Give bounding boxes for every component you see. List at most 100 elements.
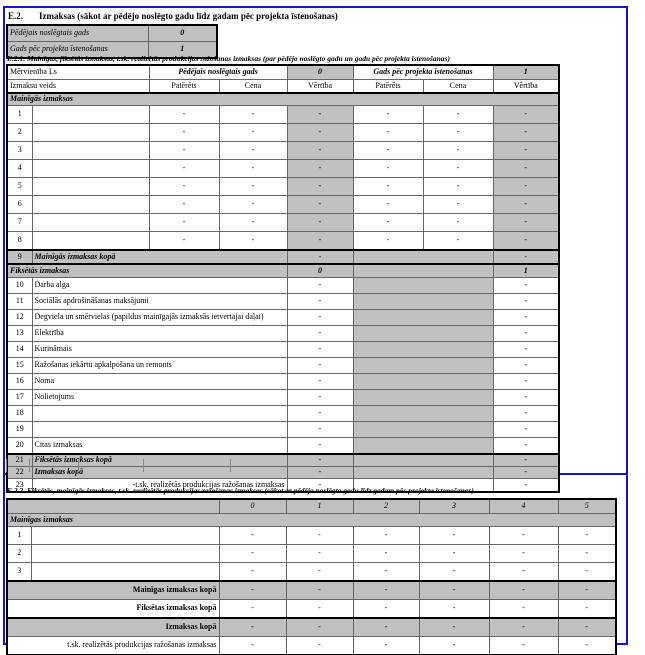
price-cell-y1[interactable]: -: [218, 159, 288, 178]
price-cell-y2[interactable]: -: [422, 177, 494, 196]
value-cell-y0[interactable]: -: [218, 544, 287, 563]
price-cell-y1[interactable]: -: [218, 177, 288, 196]
description-cell[interactable]: [31, 231, 150, 251]
value-cell-y2[interactable]: -: [492, 277, 560, 294]
description-cell[interactable]: Darba alga: [31, 277, 288, 294]
price-cell-y2[interactable]: -: [422, 213, 494, 232]
value-cell-y5[interactable]: -: [557, 544, 617, 563]
description-cell[interactable]: [31, 177, 150, 196]
value-cell-y1[interactable]: -: [286, 277, 354, 294]
value-cell-y2: -: [492, 453, 560, 467]
value-cell-y1[interactable]: -: [286, 373, 354, 390]
price-cell-y1[interactable]: -: [218, 195, 288, 214]
value-cell-y1[interactable]: -: [286, 437, 354, 455]
value-cell-y2[interactable]: -: [352, 544, 420, 563]
description-cell[interactable]: Ražošanas iekārtu apkalpošana un remonts: [31, 357, 288, 374]
value-cell-y2[interactable]: -: [492, 357, 560, 374]
consumed-cell-y2[interactable]: -: [352, 177, 424, 196]
description-cell[interactable]: [31, 141, 150, 160]
description-cell[interactable]: Kurināmais: [31, 341, 288, 358]
value-cell-y4[interactable]: -: [488, 526, 559, 545]
value-cell-y1[interactable]: -: [285, 526, 354, 545]
value-cell-y2[interactable]: -: [492, 421, 560, 438]
value-cell-y1[interactable]: -: [286, 293, 354, 310]
description-cell[interactable]: Degviela un smērvielas (papildus mainīga…: [31, 309, 288, 326]
description-cell[interactable]: [31, 213, 150, 232]
consumed-cell-y2[interactable]: -: [352, 213, 424, 232]
value-cell-y3[interactable]: -: [418, 526, 490, 545]
description-cell[interactable]: [31, 159, 150, 178]
consumed-cell-y1[interactable]: -: [148, 159, 220, 178]
description-cell[interactable]: [31, 421, 288, 438]
value-cell-y2[interactable]: -: [492, 325, 560, 342]
description-cell[interactable]: Noma: [31, 373, 288, 390]
value-cell-y2[interactable]: -: [492, 293, 560, 310]
year-after-project-value[interactable]: 1: [147, 41, 218, 59]
value-cell-y0[interactable]: -: [218, 526, 287, 545]
value-cell-y1[interactable]: -: [285, 562, 354, 582]
description-cell[interactable]: [30, 562, 220, 582]
description-cell[interactable]: [31, 105, 150, 124]
price-cell-y2[interactable]: -: [422, 141, 494, 160]
value-cell-y1[interactable]: -: [286, 389, 354, 406]
price-cell-y2[interactable]: -: [422, 195, 494, 214]
value-cell-y4[interactable]: -: [488, 562, 559, 582]
price-cell-y1[interactable]: -: [218, 213, 288, 232]
value-cell-y3[interactable]: -: [418, 562, 490, 582]
value-cell-y4[interactable]: -: [488, 544, 559, 563]
value-cell-y2[interactable]: -: [492, 309, 560, 326]
price-cell-y2[interactable]: -: [422, 159, 494, 178]
consumed-cell-y1[interactable]: -: [148, 231, 220, 251]
price-cell-y1[interactable]: -: [218, 231, 288, 251]
row-number-cell: 7: [6, 213, 33, 232]
price-cell-y2[interactable]: -: [422, 231, 494, 251]
consumed-cell-y1[interactable]: -: [148, 177, 220, 196]
consumed-cell-y1[interactable]: -: [148, 195, 220, 214]
value-cell-y3[interactable]: -: [418, 544, 490, 563]
consumed-cell-y2[interactable]: -: [352, 123, 424, 142]
consumed-cell-y2[interactable]: -: [352, 105, 424, 124]
price-cell-y1[interactable]: -: [218, 105, 288, 124]
description-cell[interactable]: [30, 544, 220, 563]
description-cell[interactable]: [30, 526, 220, 545]
consumed-cell-y2[interactable]: -: [352, 141, 424, 160]
description-cell[interactable]: [31, 405, 288, 422]
value-cell-y1[interactable]: -: [285, 544, 354, 563]
value-cell-y2[interactable]: -: [352, 526, 420, 545]
value-cell-y2[interactable]: -: [492, 478, 560, 493]
price-cell-y2[interactable]: -: [422, 123, 494, 142]
consumed-cell-y1[interactable]: -: [148, 213, 220, 232]
value-cell-y1[interactable]: -: [286, 325, 354, 342]
value-cell-y2[interactable]: -: [492, 405, 560, 422]
variable-cost-row: 2 - - - - - -: [6, 123, 560, 142]
value-cell-y5[interactable]: -: [557, 526, 617, 545]
value-cell-y5[interactable]: -: [557, 562, 617, 582]
description-cell[interactable]: [31, 195, 150, 214]
consumed-cell-y2[interactable]: -: [352, 195, 424, 214]
price-cell-y1[interactable]: -: [218, 141, 288, 160]
value-cell-y1[interactable]: -: [286, 357, 354, 374]
consumed-cell-y1[interactable]: -: [148, 105, 220, 124]
value-cell-y2[interactable]: -: [492, 341, 560, 358]
value-cell-y2[interactable]: -: [492, 389, 560, 406]
value-cell-y2[interactable]: -: [492, 437, 560, 455]
value-cell-y1[interactable]: -: [286, 421, 354, 438]
consumed-cell-y2[interactable]: -: [352, 159, 424, 178]
value-cell-y0[interactable]: -: [218, 562, 287, 582]
consumed-cell-y1[interactable]: -: [148, 123, 220, 142]
value-cell-y2[interactable]: -: [352, 562, 420, 582]
price-cell-y1[interactable]: -: [218, 123, 288, 142]
description-cell[interactable]: Sociālās apdrošināšanas maksājumi: [31, 293, 288, 310]
price-cell-y2[interactable]: -: [422, 105, 494, 124]
last-closed-year-value[interactable]: 0: [147, 24, 218, 42]
value-cell-y1[interactable]: -: [286, 341, 354, 358]
consumed-cell-y2[interactable]: -: [352, 231, 424, 251]
description-cell[interactable]: [31, 123, 150, 142]
description-cell[interactable]: Citas izmaksas: [31, 437, 288, 455]
consumed-cell-y1[interactable]: -: [148, 141, 220, 160]
description-cell[interactable]: Elektrība: [31, 325, 288, 342]
description-cell[interactable]: Nolietojums: [31, 389, 288, 406]
value-cell-y1[interactable]: -: [286, 405, 354, 422]
value-cell-y2[interactable]: -: [492, 373, 560, 390]
value-cell-y1[interactable]: -: [286, 309, 354, 326]
